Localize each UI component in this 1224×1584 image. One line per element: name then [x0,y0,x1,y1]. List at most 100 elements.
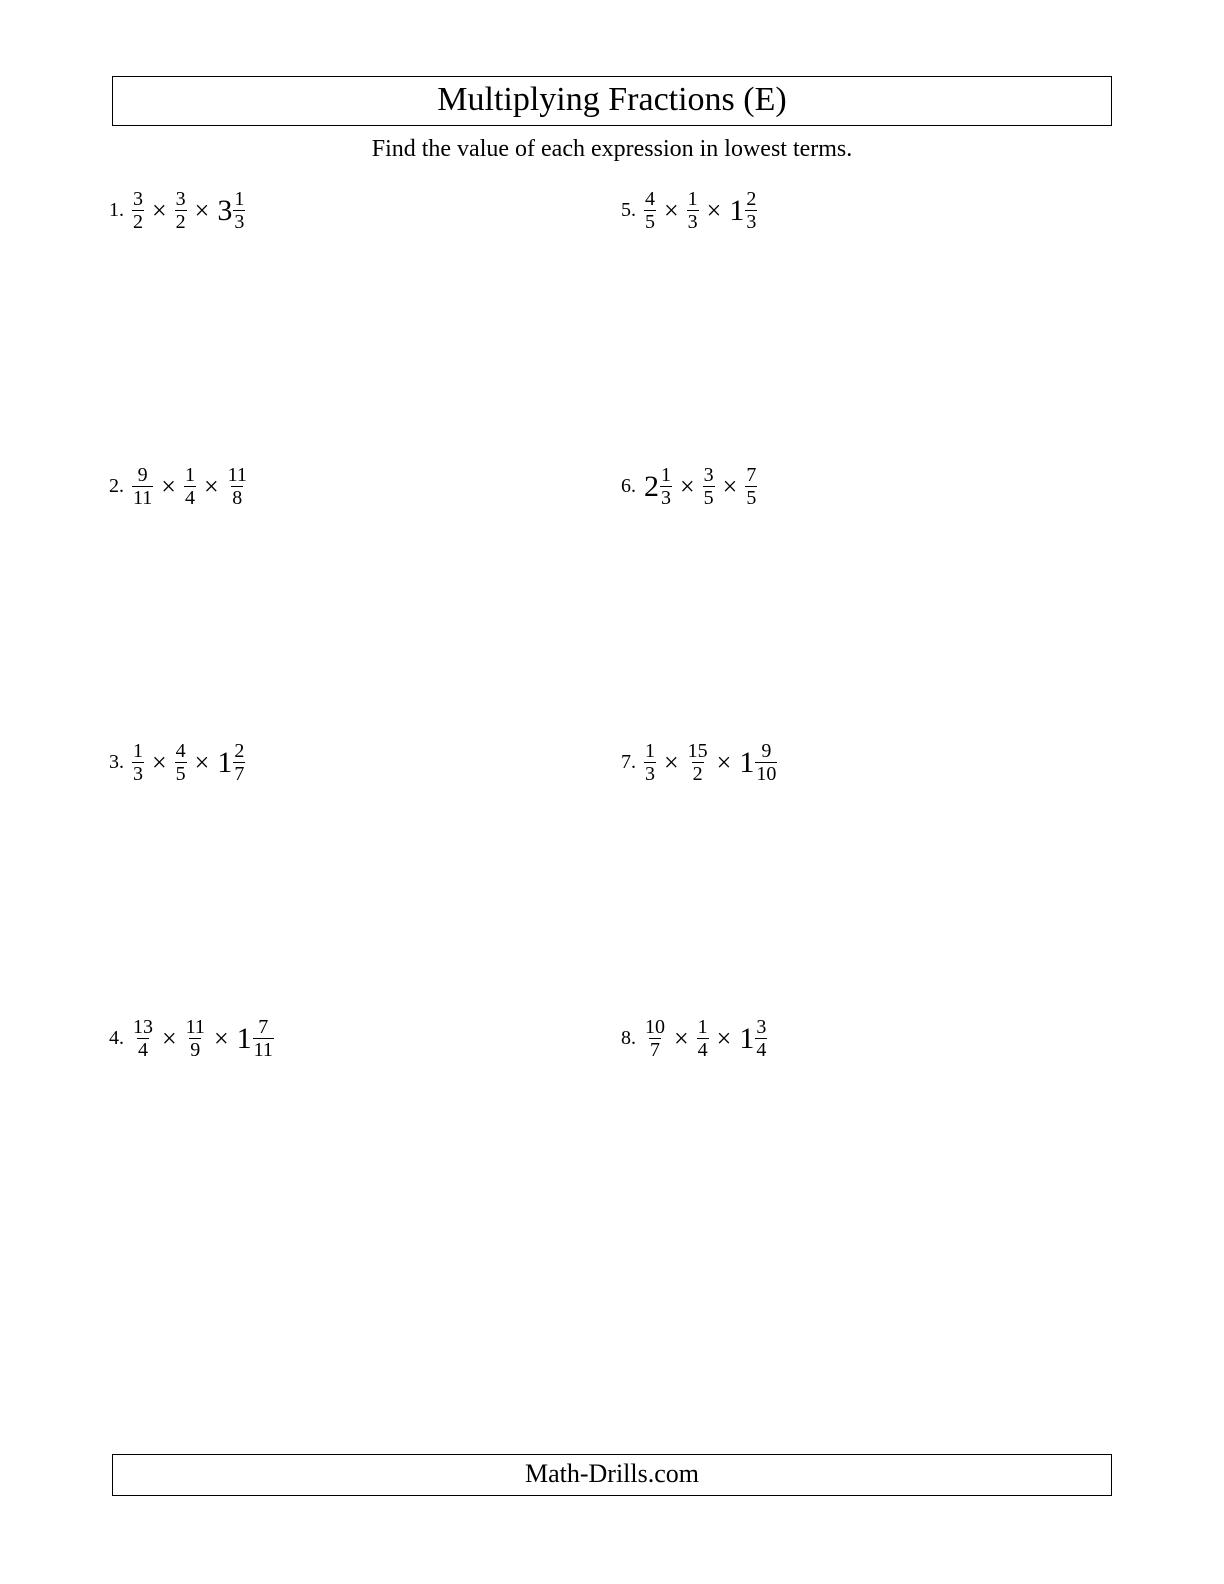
denominator: 5 [745,486,757,508]
multiply-symbol: × [144,198,175,224]
expression: 13×152×1910 [644,741,777,784]
denominator: 3 [660,486,672,508]
denominator: 7 [649,1038,661,1060]
denominator: 4 [137,1038,149,1060]
fraction: 14 [697,1017,709,1060]
multiply-symbol: × [187,198,218,224]
denominator: 5 [703,486,715,508]
fraction: 107 [644,1017,666,1060]
multiply-symbol: × [672,474,703,500]
fraction: 118 [227,465,248,508]
expression: 13×45×127 [132,741,245,784]
whole-number: 1 [237,1024,253,1054]
numerator: 3 [175,189,187,210]
problem: 1.32×32×313 [102,185,614,461]
problem: 4.134×119×1711 [102,1013,614,1289]
numerator: 3 [132,189,144,210]
numerator: 2 [745,189,757,210]
numerator: 1 [697,1017,709,1038]
problem-number: 3. [102,741,124,774]
fraction: 911 [132,465,153,508]
fraction: 34 [755,1017,767,1060]
numerator: 1 [233,189,245,210]
numerator: 7 [257,1017,269,1038]
expression: 32×32×313 [132,189,245,232]
expression: 45×13×123 [644,189,757,232]
multiply-symbol: × [709,750,740,776]
whole-number: 1 [739,1024,755,1054]
problem-number: 5. [614,189,636,222]
expression: 134×119×1711 [132,1017,274,1060]
whole-number: 1 [729,196,745,226]
numerator: 9 [137,465,149,486]
instructions: Find the value of each expression in low… [98,136,1126,163]
numerator: 1 [687,189,699,210]
fraction: 13 [233,189,245,232]
numerator: 1 [132,741,144,762]
whole-number: 3 [217,196,233,226]
problem-number: 8. [614,1017,636,1050]
multiply-symbol: × [656,750,687,776]
fraction: 910 [755,741,777,784]
denominator: 10 [755,762,777,784]
denominator: 11 [253,1038,274,1060]
multiply-symbol: × [154,1026,185,1052]
denominator: 5 [644,210,656,232]
denominator: 2 [132,210,144,232]
fraction: 13 [687,189,699,232]
multiply-symbol: × [715,474,746,500]
fraction: 45 [644,189,656,232]
denominator: 5 [175,762,187,784]
fraction: 134 [132,1017,154,1060]
denominator: 8 [231,486,243,508]
title-box: Multiplying Fractions (E) [112,76,1112,126]
problem: 8.107×14×134 [614,1013,1126,1289]
denominator: 7 [233,762,245,784]
problem-number: 6. [614,465,636,498]
fraction: 27 [233,741,245,784]
denominator: 2 [175,210,187,232]
problem: 3.13×45×127 [102,737,614,1013]
problems-grid: 1.32×32×3135.45×13×1232.911×14×1186.213×… [98,185,1126,1289]
denominator: 3 [687,210,699,232]
fraction: 32 [175,189,187,232]
denominator: 2 [692,762,704,784]
numerator: 1 [184,465,196,486]
multiply-symbol: × [666,1026,697,1052]
numerator: 2 [233,741,245,762]
fraction: 119 [185,1017,206,1060]
numerator: 9 [760,741,772,762]
numerator: 10 [644,1017,666,1038]
numerator: 1 [644,741,656,762]
fraction: 14 [184,465,196,508]
numerator: 4 [644,189,656,210]
fraction: 45 [175,741,187,784]
whole-number: 1 [739,748,755,778]
footer-site: Math-Drills.com [113,1459,1111,1489]
denominator: 3 [644,762,656,784]
numerator: 15 [687,741,709,762]
multiply-symbol: × [187,750,218,776]
multiply-symbol: × [206,1026,237,1052]
numerator: 3 [755,1017,767,1038]
denominator: 3 [132,762,144,784]
numerator: 11 [185,1017,206,1038]
multiply-symbol: × [144,750,175,776]
fraction: 32 [132,189,144,232]
denominator: 3 [745,210,757,232]
multiply-symbol: × [656,198,687,224]
problem: 7.13×152×1910 [614,737,1126,1013]
expression: 107×14×134 [644,1017,767,1060]
problem-number: 4. [102,1017,124,1050]
multiply-symbol: × [709,1026,740,1052]
whole-number: 1 [217,748,233,778]
numerator: 1 [660,465,672,486]
fraction: 75 [745,465,757,508]
denominator: 4 [697,1038,709,1060]
denominator: 4 [755,1038,767,1060]
worksheet-title: Multiplying Fractions (E) [113,81,1111,119]
fraction: 35 [703,465,715,508]
whole-number: 2 [644,472,660,502]
expression: 911×14×118 [132,465,248,508]
footer-box: Math-Drills.com [112,1454,1112,1496]
